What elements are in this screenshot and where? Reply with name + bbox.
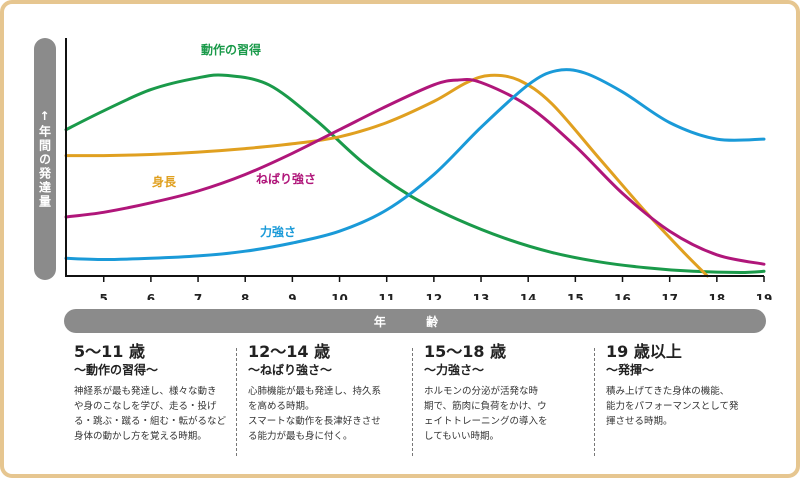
stage-19-plus: 19 歳以上 ～発揮～ 積み上げてきた身体の機能、 能力をパフォーマンスとして発… — [594, 342, 784, 462]
x-tick-label: 10 — [331, 292, 348, 300]
x-tick-label: 12 — [426, 292, 443, 300]
x-axis-label-text: 年 齢 — [373, 314, 457, 329]
x-tick-label: 17 — [661, 292, 678, 300]
stage-subtitle: ～動作の習得～ — [74, 363, 159, 377]
stage-description: ホルモンの分泌が活発な時 期で、筋肉に負荷をかけ、ウ ェイトトレーニングの導入を… — [424, 386, 548, 442]
stage-age: 5～11 歳 — [74, 342, 145, 361]
x-tick-label: 6 — [147, 292, 155, 300]
stage-subtitle: ～発揮～ — [606, 363, 655, 377]
x-tick-label: 11 — [378, 292, 395, 300]
x-tick-label: 18 — [708, 292, 725, 300]
x-tick-label: 9 — [288, 292, 296, 300]
x-tick-label: 16 — [614, 292, 631, 300]
height-series-label: 身長 — [152, 174, 177, 189]
stage-5-11: 5～11 歳 ～動作の習得～ 神経系が最も発達し、様々な動き や身のこなしを学び… — [62, 342, 242, 462]
stage-subtitle: ～力強さ～ — [424, 363, 485, 377]
stage-age: 15～18 歳 — [424, 342, 507, 361]
x-axis-label: 年 齢 — [64, 309, 766, 333]
strength-series-label: 力強さ — [260, 224, 296, 239]
stage-15-18: 15～18 歳 ～力強さ～ ホルモンの分泌が活発な時 期で、筋肉に負荷をかけ、ウ… — [412, 342, 592, 462]
endurance-series-label: ねばり強さ — [256, 171, 316, 186]
x-tick-label: 14 — [520, 292, 537, 300]
y-axis-label-text: ↑年間の発達量 — [37, 109, 52, 209]
endurance-curve — [64, 78, 766, 266]
stage-divider — [594, 348, 595, 456]
stage-subtitle: ～ねばり強さ～ — [248, 363, 333, 377]
x-tick-label: 15 — [567, 292, 584, 300]
motor-skill-series-label: 動作の習得 — [201, 42, 261, 57]
stage-12-14: 12～14 歳 ～ねばり強さ～ 心肺機能が最も発達し、持久系 を高める時期。 ス… — [236, 342, 416, 462]
x-tick-label: 19 — [756, 292, 773, 300]
motor-skill-curve — [64, 73, 766, 275]
strength-curve — [64, 68, 766, 262]
y-axis-label: ↑年間の発達量 — [34, 38, 56, 280]
stage-divider — [236, 348, 237, 456]
x-tick-label: 13 — [473, 292, 490, 300]
height-curve — [64, 73, 709, 278]
stage-description: 神経系が最も発達し、様々な動き や身のこなしを学び、走る・投げ る・跳ぶ・蹴る・… — [74, 386, 227, 442]
stage-description: 心肺機能が最も発達し、持久系 を高める時期。 スマートな動作を長津好きさせ る能… — [248, 386, 382, 442]
stage-age: 12～14 歳 — [248, 342, 331, 361]
x-tick-label: 8 — [241, 292, 249, 300]
stage-description: 積み上げてきた身体の機能、 能力をパフォーマンスとして発 揮させる時期。 — [606, 386, 739, 427]
x-tick-label: 5 — [100, 292, 108, 300]
stage-divider — [412, 348, 413, 456]
x-tick-label: 7 — [194, 292, 202, 300]
stage-age: 19 歳以上 — [606, 342, 682, 361]
